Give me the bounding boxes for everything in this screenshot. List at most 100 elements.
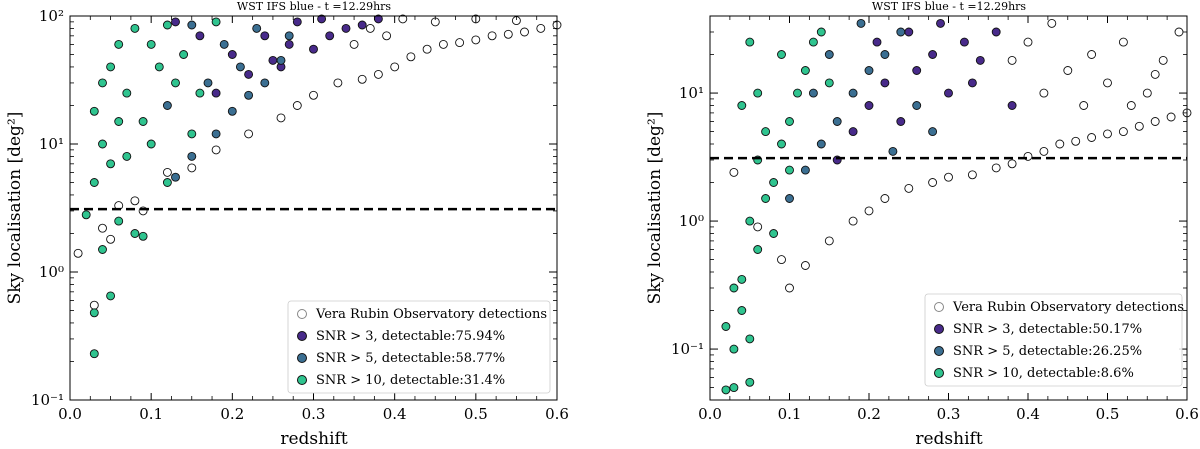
- data-point-snr5: [252, 23, 262, 33]
- data-point-snr10: [785, 165, 794, 175]
- data-point-rubin: [276, 113, 286, 123]
- data-point-rubin: [1023, 37, 1033, 47]
- y-tick-label: 10²: [39, 7, 64, 25]
- x-tick-label: 0.5: [464, 405, 488, 423]
- data-point-rubin: [73, 248, 83, 258]
- data-point-snr10: [721, 322, 731, 331]
- data-point-snr10: [745, 377, 755, 387]
- data-point-rubin: [187, 163, 197, 173]
- data-point-rubin: [1079, 101, 1089, 110]
- legend: Vera Rubin Observatory detections SNR > …: [924, 293, 1184, 387]
- y-axis-ticks: 10⁻¹ 10⁰ 10¹ 10²: [31, 7, 557, 409]
- data-point-snr3: [904, 27, 914, 37]
- data-point-rubin: [785, 283, 794, 293]
- data-point-snr10: [114, 117, 124, 126]
- data-point-snr10: [146, 39, 156, 49]
- data-point-snr5: [785, 194, 794, 203]
- data-point-snr10: [187, 129, 197, 139]
- data-point-snr3: [357, 20, 367, 30]
- data-point-rubin: [211, 145, 221, 155]
- data-point-snr3: [309, 44, 318, 54]
- data-point-snr10: [211, 17, 221, 27]
- data-point-snr10: [721, 385, 731, 395]
- data-point-rubin: [1087, 133, 1097, 142]
- data-point-rubin: [357, 74, 367, 84]
- data-point-snr10: [162, 20, 172, 30]
- data-point-snr5: [219, 39, 229, 49]
- right-chart: WST IFS blue - t =12.29hrs 0.0 0.1 0.2 0.3 0…: [645, 0, 1199, 449]
- legend-item-snr5: SNR > 5, detectable:58.77%: [297, 351, 505, 366]
- data-point-snr10: [737, 306, 747, 315]
- data-point-snr10: [761, 127, 771, 137]
- data-point-snr3: [1007, 101, 1017, 110]
- data-point-rubin: [1087, 50, 1097, 59]
- x-tick-label: 0.3: [937, 405, 961, 423]
- data-point-snr10: [162, 178, 172, 187]
- data-point-rubin: [162, 167, 172, 177]
- data-point-snr3: [227, 50, 237, 59]
- y-axis-label: Sky localisation [deg²]: [5, 112, 25, 305]
- data-point-snr3: [292, 17, 302, 27]
- x-tick-label: 0.0: [698, 405, 722, 423]
- data-point-snr10: [816, 27, 826, 37]
- data-point-snr3: [959, 37, 969, 47]
- legend-item-snr10: SNR > 10, detectable:31.4%: [297, 373, 505, 388]
- data-point-snr3: [848, 127, 858, 137]
- data-point-rubin: [390, 62, 400, 72]
- x-axis-label: redshift: [280, 429, 347, 449]
- chart-title: WST IFS blue - t =12.29hrs: [237, 0, 392, 13]
- data-point-snr10: [89, 349, 99, 359]
- data-point-snr10: [808, 37, 818, 47]
- data-point-snr10: [106, 62, 116, 72]
- data-point-rubin: [1007, 55, 1017, 65]
- data-point-snr5: [808, 88, 818, 98]
- x-tick-label: 0.6: [1175, 405, 1199, 423]
- data-point-snr5: [162, 101, 172, 110]
- data-point-snr10: [98, 78, 107, 88]
- data-point-rubin: [1158, 55, 1168, 65]
- data-point-snr10: [729, 344, 739, 354]
- data-point-rubin: [1103, 129, 1112, 139]
- data-point-rubin: [967, 170, 977, 180]
- data-point-snr5: [896, 27, 906, 37]
- data-point-snr5: [832, 117, 842, 126]
- data-point-rubin: [800, 261, 810, 270]
- data-point-rubin: [349, 39, 359, 49]
- data-point-snr10: [769, 229, 779, 238]
- data-point-snr10: [179, 50, 189, 59]
- data-point-rubin: [729, 167, 739, 177]
- data-point-snr10: [114, 216, 124, 226]
- data-point-rubin: [422, 44, 432, 54]
- legend-item-rubin: Vera Rubin Observatory detections: [297, 307, 547, 322]
- data-point-rubin: [503, 29, 513, 39]
- data-point-snr10: [745, 216, 755, 226]
- data-point-snr3: [864, 101, 874, 110]
- data-point-rubin: [944, 172, 953, 182]
- data-point-snr5: [824, 50, 834, 59]
- data-point-snr5: [260, 78, 270, 88]
- data-point-snr5: [171, 172, 180, 182]
- x-tick-label: 0.4: [383, 405, 407, 423]
- data-point-snr5: [928, 127, 938, 137]
- data-point-snr3: [260, 31, 270, 41]
- data-point-snr3: [928, 50, 938, 59]
- legend-label: SNR > 3, detectable:75.94%: [316, 329, 505, 344]
- data-point-rubin: [1055, 139, 1065, 149]
- data-point-snr10: [89, 308, 99, 318]
- data-point-snr10: [98, 245, 107, 254]
- data-point-snr3: [912, 66, 922, 75]
- data-point-rubin: [98, 223, 107, 233]
- data-point-rubin: [991, 163, 1001, 173]
- data-point-rubin: [487, 31, 497, 41]
- left-chart: WST IFS blue - t =12.29hrs 0.0 0.1 0.2 0.3 0…: [5, 0, 569, 449]
- data-point-rubin: [333, 78, 343, 88]
- data-point-rubin: [777, 255, 786, 265]
- data-point-snr10: [737, 101, 747, 110]
- data-point-snr3: [936, 18, 945, 28]
- data-point-rubin: [130, 196, 140, 206]
- y-axis-ticks: 10⁻¹ 10⁰ 10¹: [671, 31, 1187, 388]
- data-point-rubin: [520, 27, 529, 37]
- chart-title: WST IFS blue - t =12.29hrs: [872, 0, 1027, 13]
- scatter-points: [721, 18, 1192, 395]
